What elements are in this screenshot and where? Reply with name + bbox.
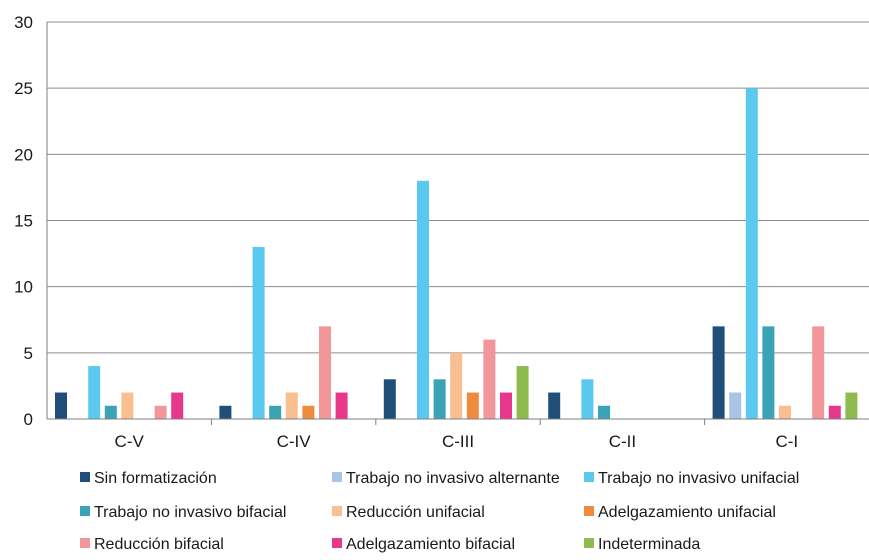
legend-label: Indeterminada [598, 536, 700, 553]
axes [46, 22, 869, 425]
bar [433, 379, 446, 419]
bar [828, 405, 841, 419]
y-tick-label: 5 [24, 344, 33, 363]
bar [450, 352, 463, 419]
bar [500, 392, 512, 419]
x-category-label: C-II [609, 432, 636, 451]
bar [302, 405, 315, 419]
legend-swatch [80, 506, 90, 516]
bar [516, 366, 529, 419]
legend-label: Adelgazamiento unifacial [598, 504, 776, 521]
gridlines [47, 21, 869, 354]
bar [729, 392, 742, 419]
bar [466, 392, 479, 419]
legend-label: Trabajo no invasivo bifacial [94, 504, 286, 521]
y-tick-label: 15 [14, 212, 33, 231]
bar [55, 392, 67, 419]
bar [285, 392, 298, 419]
bar [712, 326, 725, 419]
y-tick-label: 0 [24, 410, 33, 429]
bar [762, 326, 775, 419]
bar [383, 379, 396, 419]
legend-swatch [584, 538, 594, 548]
legend-swatch [332, 472, 342, 482]
y-tick-label: 30 [14, 13, 33, 32]
legend-swatch [80, 472, 90, 482]
x-category-label: C-III [442, 432, 474, 451]
y-tick-label: 25 [14, 79, 33, 98]
bar [548, 392, 561, 419]
bar [417, 180, 429, 419]
bar [154, 405, 167, 419]
bar [779, 405, 791, 419]
legend-label: Reducción unifacial [346, 504, 485, 521]
legend-label: Trabajo no invasivo unifacial [598, 470, 799, 487]
bar [598, 405, 610, 419]
legend-swatch [584, 506, 594, 516]
bar [483, 339, 496, 419]
bar [252, 246, 265, 419]
legend-label: Sin formatización [94, 470, 217, 487]
legend-swatch [332, 506, 342, 516]
bar [745, 88, 758, 420]
bar [319, 326, 331, 419]
legend-label: Reducción bifacial [94, 536, 224, 553]
y-tick-label: 10 [14, 278, 33, 297]
legend-swatch [584, 472, 594, 482]
bar [845, 392, 858, 419]
bar [581, 379, 594, 419]
bar [104, 405, 117, 419]
legend: Sin formatización Trabajo no invasivo alt… [80, 470, 799, 553]
bars [55, 88, 858, 420]
x-category-label: C-V [115, 432, 145, 451]
bar [171, 392, 184, 419]
legend-label: Trabajo no invasivo alternante [346, 470, 560, 487]
y-tick-label: 20 [14, 145, 33, 164]
bar [121, 392, 134, 419]
legend-swatch [332, 538, 342, 548]
bar [219, 405, 232, 419]
x-category-label: C-I [775, 432, 798, 451]
bar [269, 405, 282, 419]
x-category-label: C-IV [277, 432, 312, 451]
legend-swatch [80, 538, 90, 548]
bar [335, 392, 348, 419]
x-category-labels: C-V C-IV C-III C-II C-I [115, 432, 799, 451]
legend-label: Adelgazamiento bifacial [346, 536, 515, 553]
bar [88, 366, 101, 419]
y-tick-labels: 0 5 10 15 20 25 30 [14, 13, 33, 429]
bar [812, 326, 825, 419]
